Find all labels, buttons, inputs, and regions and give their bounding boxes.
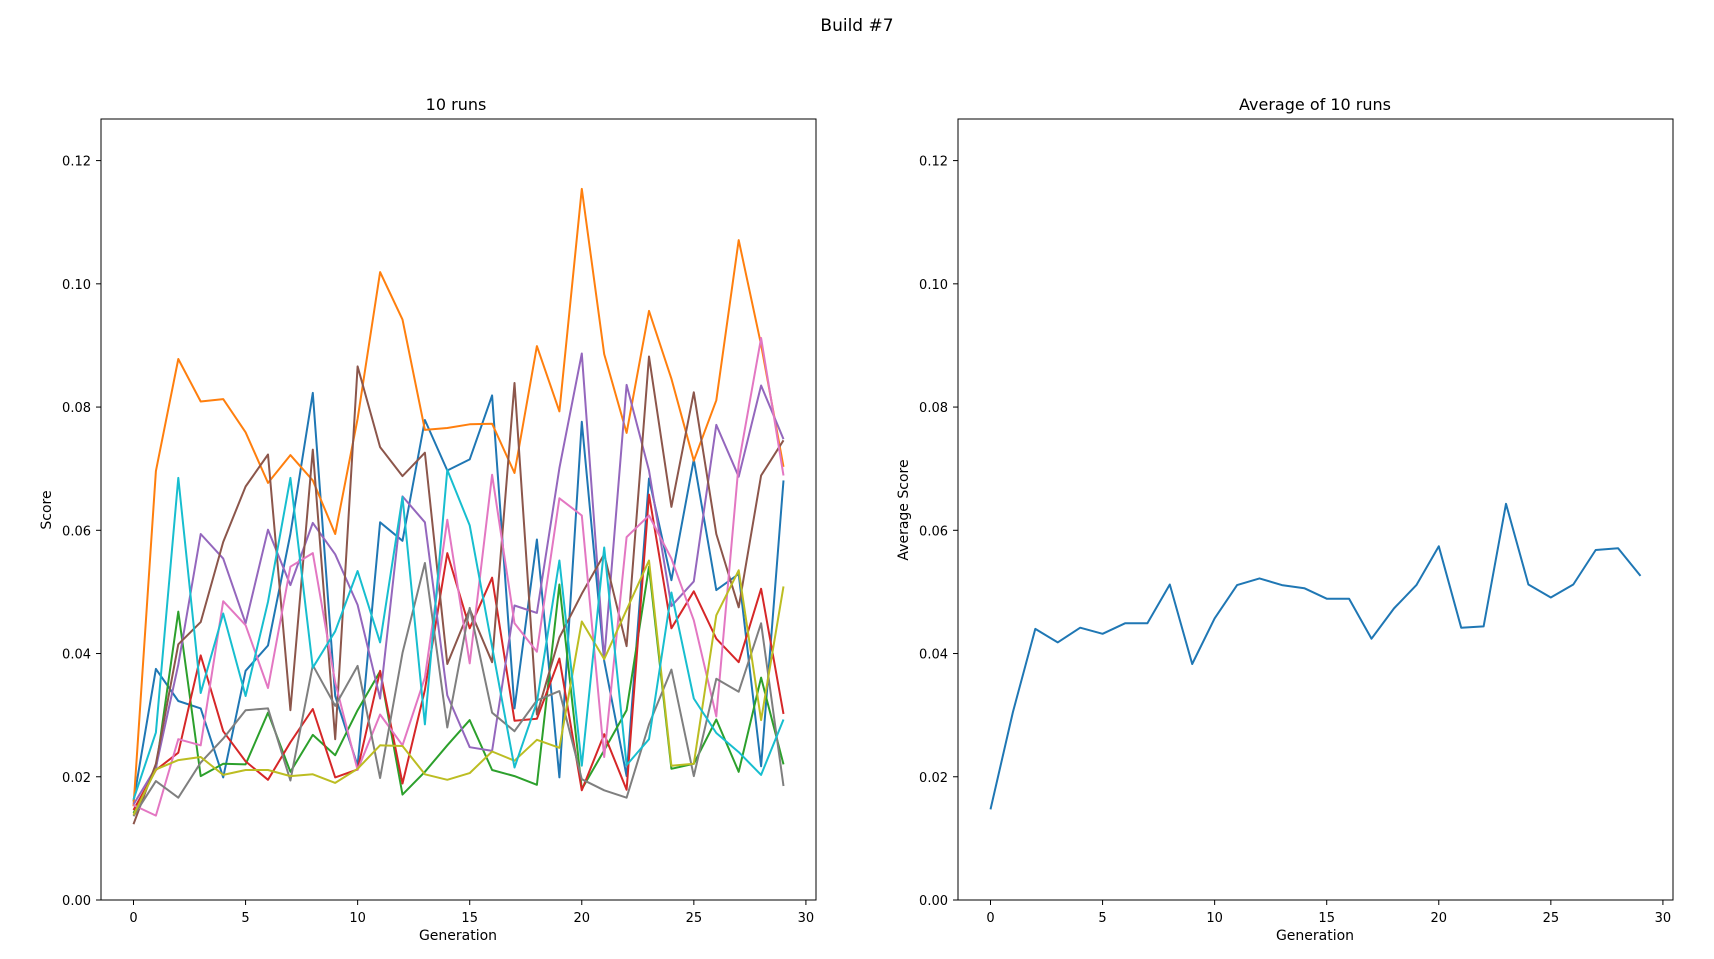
y-tick-label: 0.08 xyxy=(62,401,91,416)
series-line-6 xyxy=(132,355,785,825)
y-axis-ticks: 0.00 0.02 0.04 0.06 0.08 0.10 0.12 xyxy=(919,155,958,909)
y-tick-label: 0.12 xyxy=(919,155,948,170)
x-tick-label: 0 xyxy=(986,911,994,926)
series-lines xyxy=(989,502,1642,810)
series-lines xyxy=(132,187,785,825)
x-axis-ticks: 0 5 10 15 20 25 30 xyxy=(129,900,814,926)
y-axis-ticks: 0.00 0.02 0.04 0.06 0.08 0.10 0.12 xyxy=(62,155,101,909)
x-tick-label: 20 xyxy=(574,911,591,926)
y-tick-label: 0.08 xyxy=(919,401,948,416)
x-tick-label: 30 xyxy=(798,911,815,926)
y-tick-label: 0.04 xyxy=(62,648,91,663)
plot-frame xyxy=(957,118,1674,901)
plot-frame xyxy=(100,118,817,901)
x-tick-label: 5 xyxy=(1098,911,1106,926)
series-line-7 xyxy=(133,337,785,817)
series-line-2 xyxy=(132,187,785,807)
y-tick-label: 0.10 xyxy=(919,278,948,293)
x-tick-label: 0 xyxy=(129,911,137,926)
figure-title: Build #7 xyxy=(820,16,893,36)
y-tick-label: 0.06 xyxy=(919,524,948,539)
x-tick-label: 25 xyxy=(1543,911,1560,926)
x-tick-label: 25 xyxy=(686,911,703,926)
y-axis-label: Score xyxy=(39,490,55,529)
y-tick-label: 0.10 xyxy=(62,278,91,293)
x-tick-label: 10 xyxy=(1206,911,1223,926)
series-line-1 xyxy=(989,502,1642,810)
series-line-1 xyxy=(132,391,785,802)
x-tick-label: 15 xyxy=(1318,911,1335,926)
y-tick-label: 0.04 xyxy=(919,648,948,663)
y-tick-label: 0.06 xyxy=(62,524,91,539)
x-tick-label: 20 xyxy=(1431,911,1448,926)
y-tick-label: 0.02 xyxy=(62,771,91,786)
chart-title: Average of 10 runs xyxy=(1239,95,1391,114)
x-axis-label: Generation xyxy=(1276,928,1354,944)
y-axis-label: Average Score xyxy=(896,459,912,560)
y-tick-label: 0.00 xyxy=(62,894,91,909)
runs-chart: 10 runs 0 5 10 15 20 25 30 0.000.020.040.060.0… xyxy=(39,95,817,944)
series-line-9 xyxy=(132,559,785,816)
series-line-5 xyxy=(132,352,785,806)
series-line-8 xyxy=(132,562,785,817)
y-tick-label: 0.02 xyxy=(919,771,948,786)
series-line-10 xyxy=(132,468,785,800)
series-line-4 xyxy=(132,493,785,811)
average-chart: Average of 10 runs 0 5 10 15 20 25 30 0.00 0.02… xyxy=(896,95,1674,944)
x-axis-label: Generation xyxy=(419,928,497,944)
x-axis-ticks: 0 5 10 15 20 25 30 xyxy=(986,900,1671,926)
y-tick-label: 0.12 xyxy=(62,155,91,170)
chart-title: 10 runs xyxy=(426,95,487,114)
series-line-3 xyxy=(132,565,785,814)
x-tick-label: 30 xyxy=(1655,911,1672,926)
x-tick-label: 10 xyxy=(349,911,366,926)
x-tick-label: 5 xyxy=(241,911,249,926)
x-tick-label: 15 xyxy=(461,911,478,926)
y-tick-label: 0.00 xyxy=(919,894,948,909)
